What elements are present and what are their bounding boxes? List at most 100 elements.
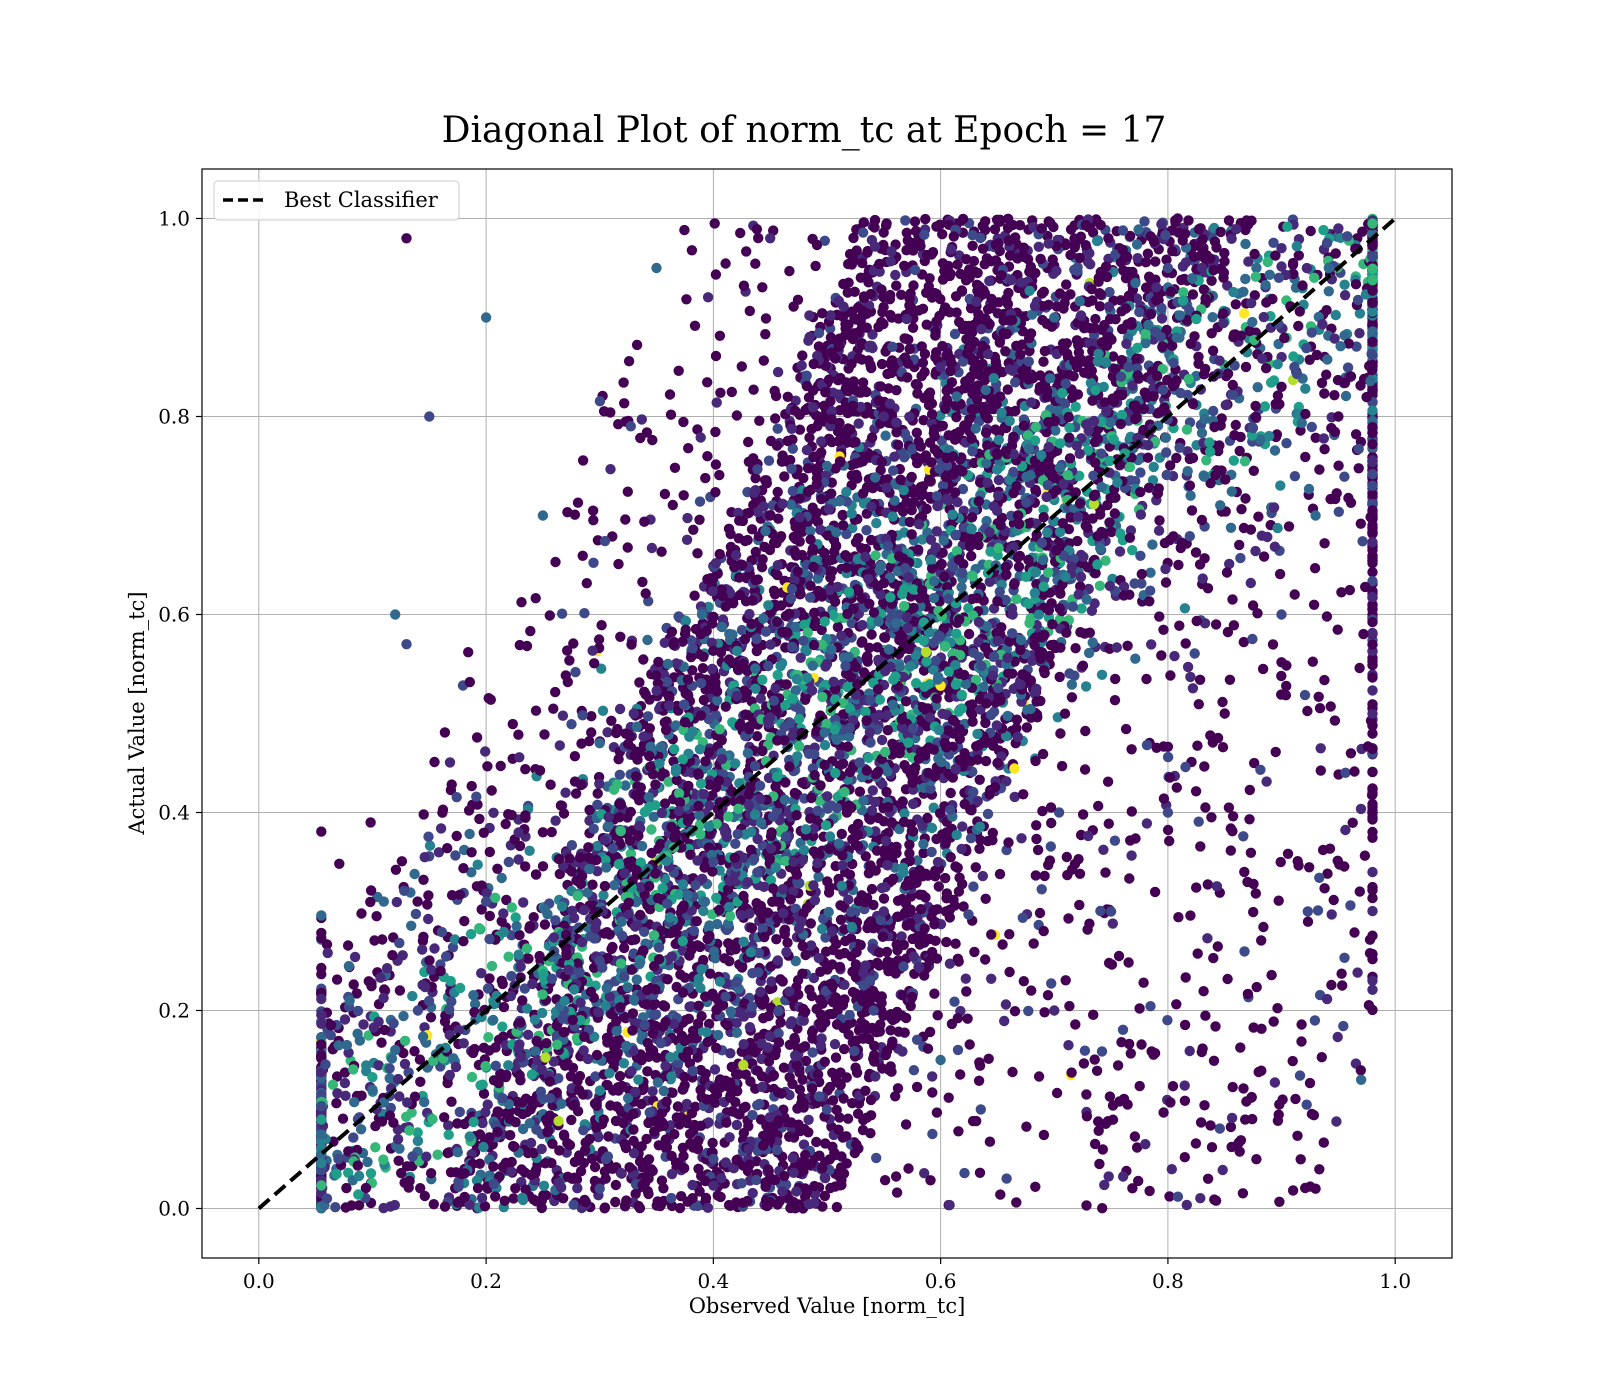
scatter-point [1302, 906, 1314, 917]
scatter-point [1190, 786, 1202, 797]
scatter-point [1218, 272, 1229, 283]
scatter-point [1065, 289, 1076, 300]
scatter-point [837, 758, 849, 769]
scatter-point [1319, 883, 1330, 894]
scatter-point [1247, 633, 1258, 645]
scatter-point [398, 1010, 409, 1022]
scatter-point [1206, 275, 1217, 286]
scatter-point [1282, 848, 1294, 859]
scatter-point [684, 1001, 695, 1012]
scatter-point [1202, 879, 1214, 890]
scatter-point [1021, 722, 1033, 733]
scatter-point [800, 949, 811, 961]
scatter-point [373, 1060, 384, 1071]
scatter-point [482, 1099, 493, 1110]
scatter-point [556, 608, 568, 619]
scatter-point [1124, 873, 1135, 884]
scatter-point [1063, 913, 1074, 924]
scatter-point [809, 1197, 820, 1209]
scatter-point [1207, 345, 1219, 356]
scatter-point [880, 220, 892, 231]
scatter-point [694, 496, 706, 507]
scatter-point [508, 1193, 519, 1204]
scatter-point [1238, 1083, 1249, 1094]
scatter-point [1299, 689, 1311, 701]
scatter-point [362, 1156, 373, 1168]
scatter-point [1051, 1087, 1063, 1099]
scatter-point [1193, 699, 1205, 710]
scatter-point [1080, 520, 1091, 531]
scatter-point [926, 249, 937, 260]
scatter-point [1033, 241, 1045, 252]
scatter-point [820, 932, 831, 943]
scatter-point [1042, 527, 1053, 538]
scatter-point [348, 979, 359, 990]
scatter-point [1094, 580, 1106, 591]
scatter-point [530, 593, 541, 604]
scatter-point [1345, 371, 1357, 382]
scatter-point [428, 1055, 439, 1067]
scatter-point [1048, 221, 1059, 233]
scatter-point [550, 556, 561, 568]
scatter-point [1126, 806, 1138, 817]
scatter-point [1038, 554, 1049, 566]
scatter-point [1260, 279, 1271, 291]
scatter-point [343, 960, 355, 972]
scatter-point [1336, 587, 1347, 598]
scatter-point [480, 746, 491, 757]
scatter-point [1001, 776, 1012, 787]
scatter-point [698, 694, 710, 706]
scatter-point [1219, 247, 1230, 259]
scatter-point [1251, 981, 1262, 993]
scatter-point [1181, 1199, 1193, 1211]
scatter-point [337, 1113, 349, 1124]
scatter-point [1344, 584, 1356, 596]
scatter-point [879, 1175, 891, 1186]
scatter-point [803, 392, 815, 403]
scatter-point [407, 990, 418, 1002]
scatter-point [1173, 559, 1184, 571]
scatter-point [1127, 545, 1138, 556]
scatter-point [840, 935, 851, 947]
scatter-point [1018, 976, 1029, 987]
scatter-point [497, 978, 508, 990]
scatter-point [1154, 515, 1165, 526]
scatter-point [379, 984, 390, 995]
scatter-point [1312, 905, 1324, 916]
scatter-point [1245, 524, 1257, 535]
scatter-point [868, 899, 879, 911]
scatter-point [594, 396, 606, 407]
scatter-point [1294, 306, 1306, 317]
scatter-point [1134, 1080, 1145, 1092]
scatter-point [1319, 538, 1330, 549]
scatter-point [1281, 438, 1292, 449]
scatter-point [928, 905, 939, 917]
scatter-point [1160, 577, 1172, 588]
scatter-point [797, 350, 808, 361]
scatter-point [1079, 628, 1090, 639]
scatter-point [1221, 567, 1233, 578]
scatter-point [1148, 461, 1159, 473]
scatter-point [1013, 561, 1025, 572]
scatter-point [1355, 1065, 1367, 1076]
scatter-point [1174, 442, 1185, 453]
scatter-point [331, 1098, 342, 1109]
scatter-point [554, 868, 565, 880]
scatter-point [631, 339, 643, 351]
scatter-point [1329, 715, 1341, 726]
scatter-point [701, 1027, 712, 1038]
scatter-point [921, 721, 933, 732]
scatter-point [539, 919, 551, 930]
scatter-point [626, 639, 637, 650]
scatter-point [452, 1147, 463, 1158]
scatter-point [1021, 1121, 1032, 1132]
scatter-point [666, 1168, 678, 1180]
scatter-point [1094, 301, 1106, 312]
scatter-point [647, 434, 658, 446]
scatter-point [1325, 701, 1336, 712]
scatter-point [772, 669, 783, 681]
scatter-point [524, 845, 535, 856]
scatter-point [1353, 463, 1364, 474]
scatter-point [387, 950, 398, 961]
